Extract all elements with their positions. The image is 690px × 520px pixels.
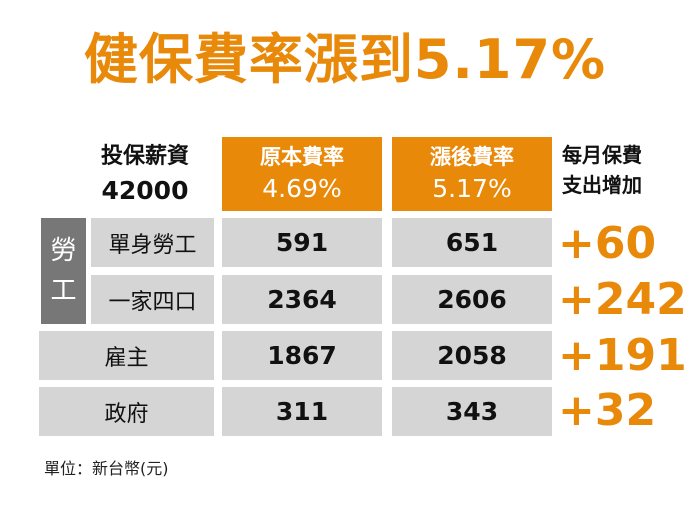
insured-salary-value: 42000 <box>101 176 189 205</box>
row-original-value: 2364 <box>222 275 382 324</box>
original-rate-header: 原本費率 4.69% <box>222 137 382 211</box>
row-increase-value: +32 <box>558 385 657 436</box>
labor-char-1: 勞 <box>50 236 77 266</box>
original-rate-label: 原本費率 <box>260 145 344 169</box>
row-label-government: 政府 <box>39 387 214 436</box>
row-increase-value: +242 <box>558 274 687 325</box>
row-new-value: 2606 <box>392 275 552 324</box>
insured-salary-label: 投保薪資 <box>100 144 189 169</box>
row-increase-value: +60 <box>558 218 657 269</box>
row-original-value: 1867 <box>222 331 382 380</box>
labor-group-label: 勞 工 <box>41 218 86 324</box>
unit-footnote: 單位：新台幣(元) <box>44 459 169 478</box>
new-rate-label: 漲後費率 <box>430 145 514 169</box>
row-original-value: 311 <box>222 387 382 436</box>
original-rate-value: 4.69% <box>262 174 342 203</box>
row-label-family-of-four: 一家四口 <box>91 275 214 324</box>
row-new-value: 343 <box>392 387 552 436</box>
new-rate-value: 5.17% <box>432 174 512 203</box>
monthly-increase-label-1: 每月保費 <box>562 143 642 167</box>
new-rate-header: 漲後費率 5.17% <box>392 137 552 211</box>
labor-char-2: 工 <box>50 276 77 306</box>
row-label-employer: 雇主 <box>39 331 214 380</box>
monthly-increase-header: 每月保費 支出增加 <box>562 140 642 200</box>
row-original-value: 591 <box>222 218 382 267</box>
monthly-increase-label-2: 支出增加 <box>562 173 642 197</box>
insured-salary-header: 投保薪資 42000 <box>70 140 220 208</box>
row-new-value: 2058 <box>392 331 552 380</box>
page-title: 健保費率漲到5.17% <box>83 28 607 91</box>
row-increase-value: +191 <box>558 330 687 381</box>
row-label-single-worker: 單身勞工 <box>91 218 214 267</box>
row-new-value: 651 <box>392 218 552 267</box>
